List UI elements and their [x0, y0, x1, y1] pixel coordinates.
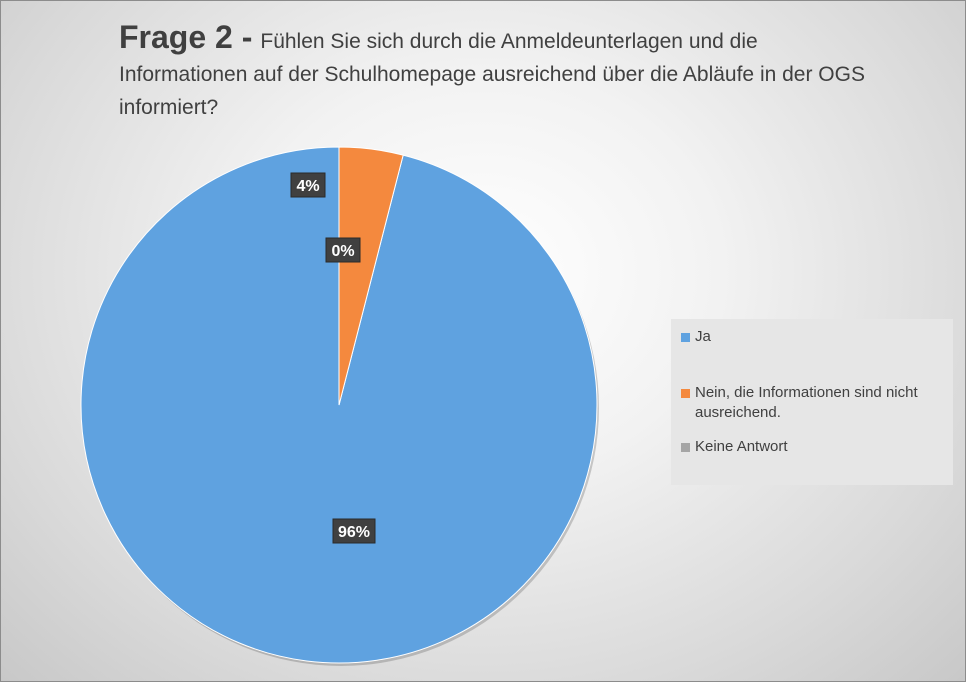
chart-title: Frage 2 - Fühlen Sie sich durch die Anmel… [119, 21, 879, 124]
data-label-keine-antwort: 0% [325, 237, 361, 263]
pie-slice-nein-die-informationen-s [338, 146, 404, 406]
legend-label-keine-antwort: Keine Antwort [695, 438, 788, 455]
data-label-box [290, 172, 326, 198]
legend-item-nein: Nein, die Informationen sind nicht ausre… [681, 383, 951, 423]
legend: Ja Nein, die Informationen sind nicht au… [671, 319, 953, 485]
data-label-box [332, 518, 376, 544]
legend-label-nein: Nein, die Informationen sind nicht ausre… [695, 384, 918, 421]
data-label-nein-die-informationen-s: 4% [290, 172, 326, 198]
data-label-ja: 96% [332, 518, 376, 544]
data-label-text: 0% [331, 243, 354, 260]
legend-swatch-ja [681, 333, 690, 342]
data-label-text: 96% [338, 524, 370, 541]
data-label-box [325, 237, 361, 263]
chart-title-prefix: Frage 2 - [119, 19, 253, 55]
legend-label-ja: Ja [695, 328, 711, 345]
legend-item-keine-antwort: Keine Antwort [681, 437, 951, 457]
chart-title-text: Fühlen Sie sich durch die Anmeldeunterla… [119, 30, 865, 119]
legend-swatch-keine-antwort [681, 443, 690, 452]
legend-swatch-nein [681, 389, 690, 398]
data-label-text: 4% [296, 178, 319, 195]
legend-item-ja: Ja [681, 327, 951, 347]
